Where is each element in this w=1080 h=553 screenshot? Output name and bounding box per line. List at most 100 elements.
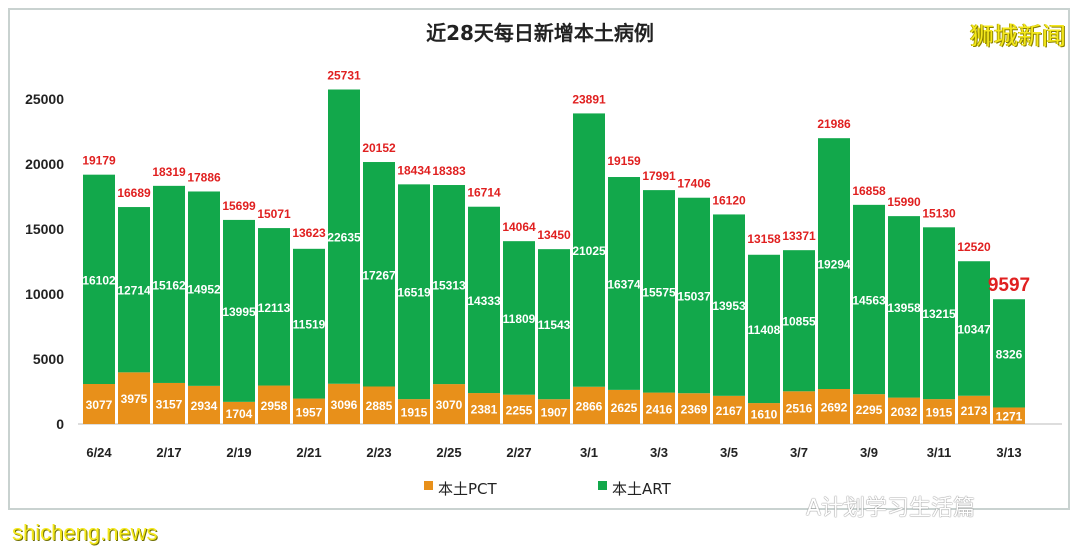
art-data-label: 10347: [957, 322, 991, 336]
total-data-label: 13450: [537, 228, 571, 242]
pct-data-label: 2958: [261, 399, 288, 413]
pct-data-label: 2885: [366, 399, 393, 413]
bar-art: [783, 250, 815, 392]
legend-label: 本土PCT: [438, 480, 498, 498]
bar-pct: [748, 403, 780, 424]
pct-data-label: 3096: [331, 398, 358, 412]
bar-pct: [783, 391, 815, 424]
art-data-label: 19294: [817, 258, 851, 272]
x-tick-label: 3/9: [860, 445, 878, 460]
bar-art: [713, 214, 745, 396]
total-data-label: 13623: [292, 226, 326, 240]
art-data-label: 14563: [852, 294, 886, 308]
bar-art: [923, 227, 955, 400]
bar-art: [678, 197, 710, 394]
pct-data-label: 2416: [646, 402, 673, 416]
art-data-label: 16519: [397, 286, 431, 300]
total-data-label: 16714: [467, 186, 501, 200]
bar-art: [258, 228, 290, 386]
legend-swatch: [598, 481, 607, 490]
total-data-label: 18434: [397, 163, 431, 177]
pct-data-label: 2369: [681, 403, 708, 417]
bar-art: [188, 191, 220, 386]
bar-pct: [993, 407, 1025, 424]
total-data-label: 18383: [432, 164, 466, 178]
total-data-label: 16858: [852, 184, 886, 198]
art-data-label: 15575: [642, 285, 676, 299]
bar-pct: [328, 383, 360, 424]
pct-data-label: 1915: [926, 406, 953, 420]
total-data-label: 21986: [817, 117, 851, 131]
bar-art: [958, 261, 990, 396]
bar-pct: [188, 385, 220, 424]
bar-pct: [958, 395, 990, 424]
art-data-label: 13953: [712, 299, 746, 313]
x-tick-label: 3/1: [580, 445, 598, 460]
pct-data-label: 1957: [296, 405, 323, 419]
bar-pct: [118, 372, 150, 424]
bar-pct: [643, 392, 675, 424]
bar-pct: [398, 399, 430, 424]
chart-title: 近28天每日新增本土病例: [426, 21, 654, 45]
bar-art: [818, 138, 850, 390]
total-data-label: 19159: [607, 154, 641, 168]
pct-data-label: 2934: [191, 399, 218, 413]
site-watermark: shicheng.news: [12, 520, 158, 545]
x-tick-label: 2/21: [296, 445, 321, 460]
bar-pct: [713, 395, 745, 424]
total-data-label: 17886: [187, 170, 221, 184]
bar-pct: [503, 394, 535, 424]
total-data-label: 19179: [82, 154, 116, 168]
art-data-label: 11809: [503, 312, 536, 326]
pct-data-label: 2866: [576, 399, 603, 413]
x-tick-label: 6/24: [86, 445, 112, 460]
pct-data-label: 1915: [401, 406, 428, 420]
bar-pct: [573, 386, 605, 424]
bar-pct: [538, 399, 570, 424]
pct-data-label: 1271: [996, 410, 1023, 424]
bar-art: [118, 207, 150, 373]
bar-art: [363, 162, 395, 387]
bar-pct: [83, 383, 115, 424]
y-tick-label: 5000: [33, 351, 64, 367]
pct-data-label: 2295: [856, 403, 883, 417]
bar-art: [293, 248, 325, 399]
x-tick-label: 2/25: [436, 445, 461, 460]
y-tick-label: 15000: [25, 221, 64, 237]
total-data-label: 15071: [257, 207, 291, 221]
bar-art: [503, 241, 535, 395]
bar-art: [888, 216, 920, 398]
art-data-label: 12714: [117, 284, 151, 298]
art-data-label: 11519: [293, 318, 326, 332]
pct-data-label: 3070: [436, 398, 463, 412]
art-data-label: 11543: [538, 318, 571, 332]
bar-art: [468, 206, 500, 394]
legend-label: 本土ART: [612, 480, 672, 498]
bar-pct: [223, 401, 255, 424]
bar-pct: [258, 385, 290, 424]
pct-data-label: 1704: [226, 407, 253, 421]
art-data-label: 13215: [922, 307, 956, 321]
pct-data-label: 2381: [471, 403, 498, 417]
x-tick-label: 3/11: [927, 445, 952, 460]
chart-frame: [8, 8, 1070, 510]
bar-pct: [363, 386, 395, 424]
x-tick-label: 3/5: [720, 445, 738, 460]
total-data-label: 17406: [677, 177, 711, 191]
x-tick-label: 2/17: [156, 445, 181, 460]
art-data-label: 10855: [782, 315, 816, 329]
pct-data-label: 3975: [121, 392, 148, 406]
bar-art: [538, 249, 570, 400]
bar-art: [328, 89, 360, 384]
art-data-label: 21025: [572, 244, 606, 258]
pct-data-label: 1610: [751, 408, 778, 422]
pct-data-label: 2516: [786, 402, 813, 416]
art-data-label: 14333: [467, 294, 501, 308]
art-data-label: 15037: [677, 289, 711, 303]
pct-data-label: 3157: [156, 397, 183, 411]
bar-art: [398, 184, 430, 400]
art-data-label: 8326: [996, 347, 1023, 361]
bar-art: [643, 190, 675, 393]
total-data-label: 15130: [922, 206, 956, 220]
